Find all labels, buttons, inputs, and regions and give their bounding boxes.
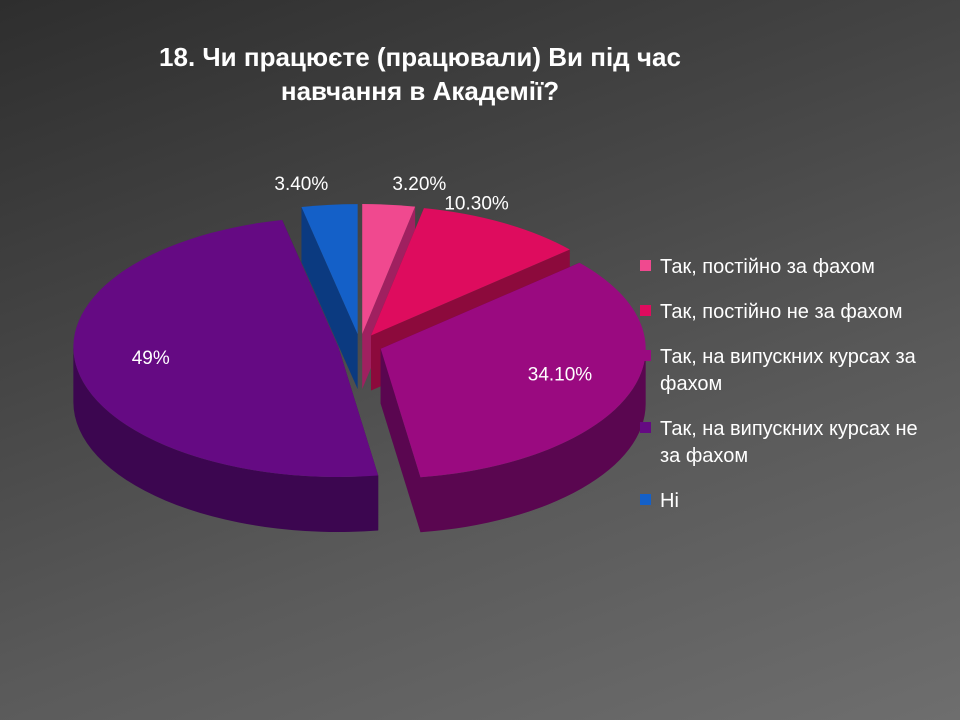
legend-swatch-icon xyxy=(640,494,651,505)
legend-item: Так, на випускних курсах за фахом xyxy=(640,344,940,398)
slice-outer-face xyxy=(420,348,646,533)
data-label-1: 10.30% xyxy=(444,193,509,214)
pie-slice-2 xyxy=(380,262,646,478)
pie-data-labels: 3.20%10.30% 34.10% 49% 3.40% xyxy=(132,174,593,386)
legend-item: Так, постійно за фахом xyxy=(640,254,940,281)
pie-tops xyxy=(73,204,646,478)
data-label-2: 34.10% xyxy=(528,365,593,386)
legend-swatch-icon xyxy=(640,305,651,316)
legend-item: Так, постійно не за фахом xyxy=(640,299,940,326)
legend-label: Так, на випускних курсах не за фахом xyxy=(660,418,918,467)
slice-side-4 xyxy=(301,207,358,390)
legend-swatch-icon xyxy=(640,422,651,433)
legend-label: Так, постійно за фахом xyxy=(660,256,875,278)
legend: Так, постійно за фахом Так, постійно не … xyxy=(640,254,940,533)
pie-slice-3 xyxy=(73,219,379,477)
legend-item: Ні xyxy=(640,488,940,515)
legend-swatch-icon xyxy=(640,260,651,271)
slice-outer-face xyxy=(73,346,379,532)
pie-slice-1 xyxy=(371,208,570,336)
chart-title: 18. Чи працюєте (працювали) Ви під час н… xyxy=(159,42,681,106)
slice-radial-face xyxy=(380,348,421,533)
data-label-0: 3.20% xyxy=(392,174,446,195)
pie-slice-4 xyxy=(301,204,358,335)
slice-radial-face xyxy=(301,207,358,390)
legend-label: Так, постійно не за фахом xyxy=(660,301,903,323)
legend-label: Так, на випускних курсах за фахом xyxy=(660,346,916,395)
legend-item: Так, на випускних курсах не за фахом xyxy=(640,416,940,470)
legend-swatch-icon xyxy=(640,350,651,361)
data-label-3: 49% xyxy=(132,348,170,369)
data-label-4: 3.40% xyxy=(274,174,328,195)
pie-slice-0 xyxy=(362,204,416,335)
legend-label: Ні xyxy=(660,490,679,512)
